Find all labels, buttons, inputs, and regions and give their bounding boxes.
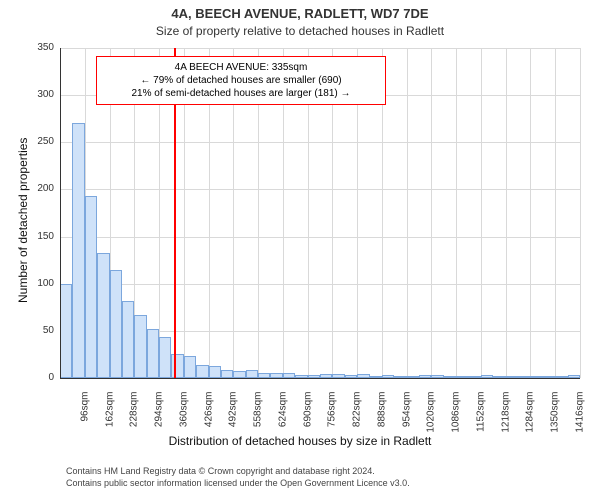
gridline-horizontal xyxy=(60,284,580,285)
y-tick-label: 50 xyxy=(0,325,54,336)
annotation-box: 4A BEECH AVENUE: 335sqm← 79% of detached… xyxy=(96,56,386,105)
histogram-bar xyxy=(196,365,208,378)
histogram-bar xyxy=(270,373,282,378)
histogram-bar xyxy=(209,366,221,378)
gridline-vertical xyxy=(506,48,507,378)
y-tick-label: 350 xyxy=(0,42,54,53)
histogram-bar xyxy=(357,374,369,378)
histogram-bar xyxy=(332,374,344,378)
gridline-horizontal xyxy=(60,48,580,49)
histogram-bar xyxy=(555,376,567,378)
histogram-bar xyxy=(419,375,431,378)
annotation-line: 21% of semi-detached houses are larger (… xyxy=(105,87,377,100)
footer-line: Contains public sector information licen… xyxy=(66,478,410,488)
gridline-horizontal xyxy=(60,142,580,143)
page-subtitle: Size of property relative to detached ho… xyxy=(0,24,600,38)
histogram-bar xyxy=(506,376,518,378)
gridline-vertical xyxy=(555,48,556,378)
gridline-horizontal xyxy=(60,189,580,190)
histogram-bar xyxy=(72,123,84,378)
histogram-bar xyxy=(60,284,72,378)
gridline-vertical xyxy=(407,48,408,378)
histogram-bar xyxy=(283,373,295,378)
y-axis-line xyxy=(60,48,61,378)
annotation-line: 4A BEECH AVENUE: 335sqm xyxy=(105,61,377,74)
gridline-vertical xyxy=(481,48,482,378)
histogram-bar xyxy=(394,376,406,378)
histogram-bar xyxy=(407,376,419,378)
histogram-bar xyxy=(308,375,320,378)
histogram-bar xyxy=(159,337,171,378)
histogram-bar xyxy=(370,376,382,378)
y-axis-label: Number of detached properties xyxy=(16,138,30,303)
histogram-bar xyxy=(469,376,481,378)
histogram-bar xyxy=(295,375,307,378)
gridline-vertical xyxy=(431,48,432,378)
histogram-bar xyxy=(481,375,493,378)
histogram-bar xyxy=(568,375,580,378)
histogram-bar xyxy=(184,356,196,378)
annotation-line: ← 79% of detached houses are smaller (69… xyxy=(105,74,377,87)
gridline-vertical xyxy=(580,48,581,378)
histogram-bar xyxy=(456,376,468,378)
histogram-bar xyxy=(110,270,122,378)
gridline-vertical xyxy=(456,48,457,378)
histogram-bar xyxy=(543,376,555,378)
y-tick-label: 0 xyxy=(0,372,54,383)
histogram-bar xyxy=(530,376,542,378)
gridline-vertical xyxy=(530,48,531,378)
footer-line: Contains HM Land Registry data © Crown c… xyxy=(66,466,375,476)
x-axis-label: Distribution of detached houses by size … xyxy=(0,434,600,448)
histogram-bar xyxy=(97,253,109,378)
gridline-horizontal xyxy=(60,237,580,238)
histogram-bar xyxy=(493,376,505,378)
histogram-bar xyxy=(85,196,97,378)
gridline-horizontal xyxy=(60,378,580,379)
histogram-bar xyxy=(233,371,245,378)
histogram-bar xyxy=(320,374,332,378)
histogram-bar xyxy=(122,301,134,378)
histogram-bar xyxy=(134,315,146,378)
histogram-bar xyxy=(345,375,357,378)
histogram-bar xyxy=(444,376,456,378)
histogram-bar xyxy=(221,370,233,378)
page-title: 4A, BEECH AVENUE, RADLETT, WD7 7DE xyxy=(0,6,600,21)
histogram-bar xyxy=(258,373,270,378)
histogram-bar xyxy=(246,370,258,378)
histogram-bar xyxy=(171,354,183,378)
histogram-bar xyxy=(147,329,159,378)
histogram-bar xyxy=(382,375,394,378)
y-tick-label: 300 xyxy=(0,89,54,100)
histogram-bar xyxy=(431,375,443,378)
histogram-bar xyxy=(518,376,530,378)
